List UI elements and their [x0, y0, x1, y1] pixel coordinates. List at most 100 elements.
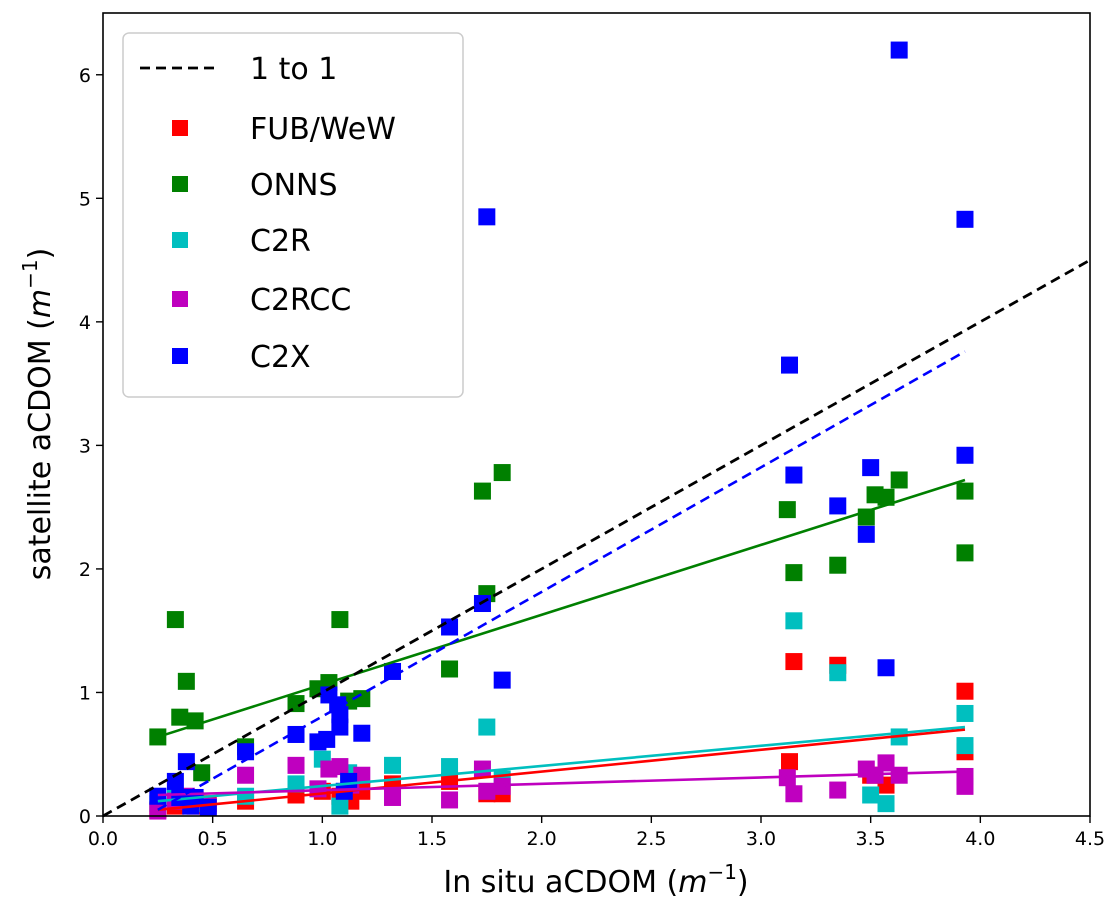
point-1-10: [331, 611, 349, 629]
point-1-23: [890, 471, 908, 489]
fit-line-2: [157, 725, 966, 803]
y-axis-label: satellite aCDOM (m−1): [18, 248, 58, 581]
point-4-19: [441, 618, 459, 636]
y-tick-label-3: 3: [79, 435, 91, 457]
point-4-23: [781, 356, 799, 374]
legend-marker-1: [172, 176, 188, 192]
point-1-19: [829, 556, 847, 574]
fit-line-1: [157, 478, 966, 739]
point-0-20: [956, 682, 974, 700]
fit-line-3: [157, 770, 966, 797]
reference-layer: [102, 258, 1091, 818]
legend-label-1: ONNS: [250, 168, 338, 203]
point-0-16: [785, 653, 803, 671]
point-3-25: [956, 777, 974, 795]
legend: 1 to 1 FUB/WeW ONNS C2R C2RCC C2X: [122, 32, 464, 398]
one-to-one-line: [102, 258, 1091, 818]
point-4-27: [862, 459, 880, 477]
point-4-24: [785, 466, 803, 484]
y-tick-label-6: 6: [79, 65, 91, 87]
point-2-10: [441, 758, 459, 776]
point-1-1: [166, 611, 184, 629]
point-4-22: [493, 671, 511, 689]
point-2-11: [478, 718, 496, 736]
point-4-18: [384, 662, 402, 680]
series-layer: [149, 41, 974, 820]
legend-marker-2: [172, 232, 188, 248]
x-tick-label-2: 1.0: [307, 828, 337, 850]
point-1-3: [177, 672, 195, 690]
plot-frame: [102, 12, 1091, 817]
point-4-10: [318, 730, 336, 748]
point-1-18: [785, 564, 803, 582]
point-3-5: [237, 766, 255, 784]
point-4-26: [857, 525, 875, 543]
point-3-19: [829, 781, 847, 799]
x-axis-label: In situ aCDOM (m−1): [443, 860, 748, 900]
legend-box: [122, 32, 464, 398]
x-tick-label-8: 4.0: [965, 828, 995, 850]
x-tick-label-3: 1.5: [417, 828, 447, 850]
point-4-30: [956, 210, 974, 228]
point-3-14: [473, 760, 491, 778]
x-tick-label-0: 0.0: [88, 828, 118, 850]
x-tick-label-9: 4.5: [1075, 828, 1105, 850]
point-2-13: [785, 612, 803, 630]
point-1-2: [171, 708, 189, 726]
y-tick-label-4: 4: [79, 312, 91, 334]
point-1-5: [193, 764, 211, 782]
legend-label-0: FUB/WeW: [250, 112, 396, 147]
point-2-9: [384, 756, 402, 774]
point-4-25: [829, 497, 847, 515]
point-1-24: [956, 482, 974, 500]
legend-label-2: C2R: [250, 224, 311, 259]
point-4-31: [956, 446, 974, 464]
axes-layer: 0.0 0.5 1.0 1.5 2.0 2.5 3.0 3.5 4.0 4.5 0 1 2 3 4 5 6: [79, 65, 1105, 850]
x-tick-label-1: 0.5: [198, 828, 228, 850]
y-tick-label-2: 2: [79, 559, 91, 581]
point-4-1: [166, 772, 184, 790]
point-4-17: [353, 724, 371, 742]
x-tick-label-6: 3.0: [746, 828, 776, 850]
point-4-14: [331, 718, 349, 736]
point-4-0: [149, 787, 167, 805]
x-tick-label-4: 2.0: [527, 828, 557, 850]
point-2-16: [877, 795, 895, 813]
point-3-18: [785, 785, 803, 803]
point-1-25: [956, 544, 974, 562]
point-4-16: [340, 772, 358, 790]
legend-marker-3: [172, 291, 188, 307]
series-1: [149, 464, 974, 782]
point-2-14: [829, 664, 847, 682]
x-tick-label-5: 2.5: [636, 828, 666, 850]
y-tick-label-0: 0: [79, 806, 91, 828]
point-3-16: [493, 777, 511, 795]
point-3-12: [384, 788, 402, 806]
point-3-15: [478, 782, 496, 800]
point-2-19: [956, 737, 974, 755]
point-3-22: [877, 754, 895, 772]
legend-marker-0: [172, 120, 188, 136]
point-3-9: [331, 758, 349, 776]
point-1-12: [353, 690, 371, 708]
point-4-29: [890, 41, 908, 59]
point-3-13: [441, 791, 459, 809]
legend-label-3: C2RCC: [250, 283, 351, 318]
point-4-28: [877, 659, 895, 677]
legend-label-4: C2X: [250, 340, 311, 375]
point-0-15: [781, 753, 799, 771]
fit-line-4: [157, 350, 966, 811]
point-1-7: [287, 695, 305, 713]
point-4-7: [237, 743, 255, 761]
point-4-6: [199, 798, 217, 816]
legend-label-one-to-one: 1 to 1: [250, 52, 337, 87]
legend-marker-4: [172, 348, 188, 364]
point-2-18: [956, 704, 974, 722]
point-2-15: [862, 786, 880, 804]
x-tick-label-7: 3.5: [856, 828, 886, 850]
point-1-17: [778, 501, 796, 519]
point-3-11: [353, 766, 371, 784]
y-tick-label-5: 5: [79, 188, 91, 210]
fit-line-0: [157, 728, 966, 812]
